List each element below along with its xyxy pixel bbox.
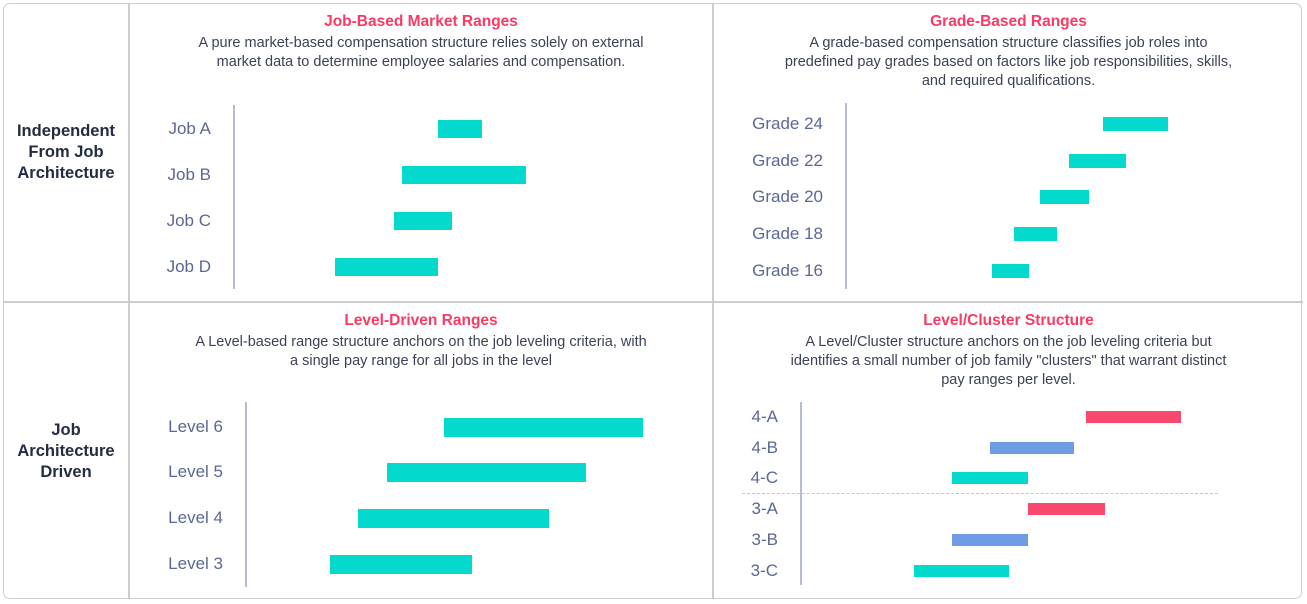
category-axis-line	[845, 103, 847, 289]
panel-title: Grade-Based Ranges	[930, 13, 1087, 30]
row-label: 4-B	[751, 438, 778, 457]
panel-grade-based-ranges: Grade-Based Ranges A grade-based compens…	[713, 3, 1304, 302]
chart-area: 4-A 4-B 4-C 3-A 3-B 3-C	[713, 302, 1304, 601]
range-bar	[358, 508, 550, 528]
range-bar	[437, 120, 483, 138]
row-label: Job C	[166, 211, 211, 230]
panel-description: A pure market-based compensation structu…	[198, 35, 644, 70]
range-bar	[393, 212, 452, 230]
range-bar	[387, 462, 586, 482]
row-label: Job D	[166, 257, 211, 276]
panel-description: A Level-based range structure anchors on…	[195, 334, 647, 369]
range-bar	[330, 554, 472, 574]
range-bar	[914, 565, 1009, 577]
range-bar	[1013, 227, 1058, 241]
panel-title: Level-Driven Ranges	[344, 312, 498, 329]
row-header-job-architecture-driven: Job Architecture Driven	[4, 302, 128, 600]
level-group-dashed-divider	[742, 493, 1218, 494]
row-label: Job B	[167, 165, 211, 184]
row-label: Level 3	[168, 554, 223, 573]
chart-area: Job A Job B Job C Job D	[129, 3, 713, 302]
range-bar	[990, 442, 1074, 454]
row-label: Level 5	[168, 462, 223, 481]
row-label: 3-C	[750, 561, 778, 580]
panel-description: A Level/Cluster structure anchors on the…	[790, 334, 1227, 388]
panel-description: A grade-based compensation structure cla…	[784, 35, 1233, 89]
row-header-independent-from-job-architecture: Independent From Job Architecture	[4, 3, 128, 301]
range-bar	[334, 258, 438, 276]
row-label: Grade 16	[752, 261, 823, 280]
category-axis-line	[245, 402, 247, 587]
row-label: Grade 24	[752, 114, 823, 133]
row-label: Grade 22	[752, 151, 823, 170]
row-header-label: Independent From Job Architecture	[16, 121, 116, 182]
row-header-label: Job Architecture Driven	[17, 420, 115, 481]
range-bar	[444, 417, 643, 437]
range-bar	[952, 472, 1028, 484]
row-label: 3-A	[751, 499, 778, 518]
range-bar	[1102, 117, 1169, 131]
chart-area: Grade 24 Grade 22 Grade 20 Grade 18 Grade 16	[713, 3, 1304, 302]
panel-job-based-market-ranges: Job-Based Market Ranges A pure market-ba…	[129, 3, 713, 302]
panel-title: Level/Cluster Structure	[923, 312, 1094, 329]
row-label: Grade 20	[752, 187, 823, 206]
range-bar	[991, 264, 1029, 278]
range-bar	[1086, 411, 1181, 423]
grid-divider-horizontal	[4, 301, 1303, 303]
range-bar	[1028, 503, 1105, 515]
chart-area: Level 6 Level 5 Level 4 Level 3	[129, 302, 713, 601]
range-bar	[1040, 190, 1089, 204]
row-label: Job A	[168, 119, 211, 138]
range-bar	[1068, 154, 1126, 168]
row-label: 4-C	[750, 468, 778, 487]
range-bar	[952, 534, 1028, 546]
row-label: Level 6	[168, 417, 223, 436]
row-label: 4-A	[751, 407, 778, 426]
row-label: Grade 18	[752, 224, 823, 243]
panel-level-driven-ranges: Level-Driven Ranges A Level-based range …	[129, 302, 713, 601]
row-label: Level 4	[168, 508, 223, 527]
panel-title: Job-Based Market Ranges	[324, 13, 518, 30]
panel-level-cluster-structure: Level/Cluster Structure A Level/Cluster …	[713, 302, 1304, 601]
category-axis-line	[233, 105, 235, 289]
range-bar	[401, 166, 527, 184]
row-label: 3-B	[751, 530, 778, 549]
